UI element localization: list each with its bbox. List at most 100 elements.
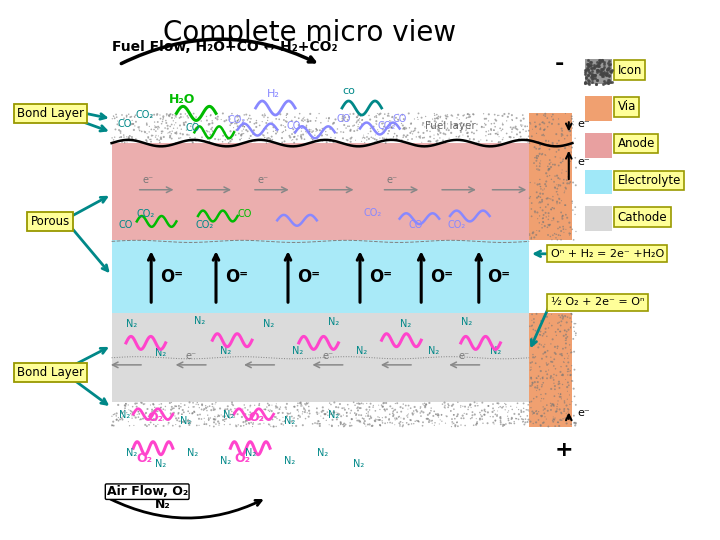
Point <box>535 316 546 325</box>
Point <box>564 126 576 135</box>
Point <box>355 112 366 120</box>
Point <box>524 398 536 407</box>
Point <box>371 136 382 144</box>
Point <box>301 399 312 407</box>
Point <box>168 117 179 125</box>
Point <box>451 411 463 420</box>
Point <box>402 413 413 421</box>
Text: e⁻: e⁻ <box>577 119 590 129</box>
Point <box>318 414 329 423</box>
Point <box>341 408 353 417</box>
Point <box>464 124 475 133</box>
Point <box>443 401 454 410</box>
Point <box>337 114 348 123</box>
Text: CO₂: CO₂ <box>137 209 155 219</box>
Point <box>302 115 313 124</box>
Point <box>534 385 545 394</box>
Point <box>342 136 354 145</box>
Point <box>284 409 296 418</box>
Point <box>542 162 554 171</box>
Point <box>505 123 516 132</box>
Point <box>192 410 204 419</box>
Point <box>381 405 392 414</box>
Point <box>524 322 536 330</box>
Point <box>543 137 554 145</box>
Point <box>604 59 616 68</box>
Point <box>405 119 417 127</box>
Point <box>546 310 557 319</box>
Point <box>526 322 537 330</box>
Point <box>600 70 612 78</box>
Point <box>210 414 222 422</box>
Point <box>598 60 610 69</box>
Point <box>538 342 549 351</box>
Point <box>168 408 180 417</box>
Point <box>133 409 145 418</box>
Point <box>526 407 538 416</box>
Point <box>263 133 274 142</box>
Point <box>309 131 320 139</box>
Point <box>108 112 120 120</box>
Point <box>428 131 440 139</box>
Point <box>377 413 388 422</box>
Point <box>467 408 478 416</box>
Point <box>538 211 549 219</box>
Point <box>225 119 237 128</box>
Point <box>264 406 276 414</box>
Point <box>526 382 537 390</box>
Point <box>538 329 549 338</box>
Point <box>242 127 253 136</box>
Point <box>585 57 596 66</box>
Point <box>232 122 243 131</box>
Point <box>433 411 444 420</box>
Point <box>293 411 305 420</box>
Point <box>325 133 337 142</box>
Point <box>189 125 201 133</box>
Point <box>546 235 558 244</box>
Point <box>360 411 372 420</box>
Point <box>200 403 212 411</box>
Point <box>477 419 489 428</box>
Text: CO: CO <box>117 119 132 129</box>
Point <box>431 137 442 146</box>
Point <box>585 58 596 66</box>
Point <box>545 353 557 361</box>
Point <box>528 341 540 349</box>
Point <box>317 124 328 133</box>
Point <box>374 134 386 143</box>
Point <box>174 113 185 122</box>
Point <box>358 131 369 139</box>
Point <box>495 416 506 425</box>
Point <box>551 147 562 156</box>
Point <box>212 135 224 144</box>
Text: O⁼: O⁼ <box>225 268 248 286</box>
Point <box>202 135 214 144</box>
Point <box>562 387 573 396</box>
Point <box>140 410 151 418</box>
Point <box>526 357 538 366</box>
Point <box>233 115 244 124</box>
Point <box>286 417 297 426</box>
Point <box>464 111 475 119</box>
Point <box>366 422 377 430</box>
Point <box>562 313 573 321</box>
Point <box>523 407 535 415</box>
Point <box>526 378 538 387</box>
Point <box>556 416 567 424</box>
Point <box>254 420 266 428</box>
Point <box>244 408 256 416</box>
Point <box>540 389 552 398</box>
Point <box>533 192 544 200</box>
Point <box>114 127 126 136</box>
Point <box>149 406 161 414</box>
Point <box>541 223 553 232</box>
Point <box>472 120 483 129</box>
Point <box>174 422 186 430</box>
Point <box>407 409 418 417</box>
Point <box>200 404 212 413</box>
Point <box>506 405 518 414</box>
Point <box>222 405 233 414</box>
Point <box>197 400 208 409</box>
Point <box>564 323 576 332</box>
Point <box>459 402 471 411</box>
